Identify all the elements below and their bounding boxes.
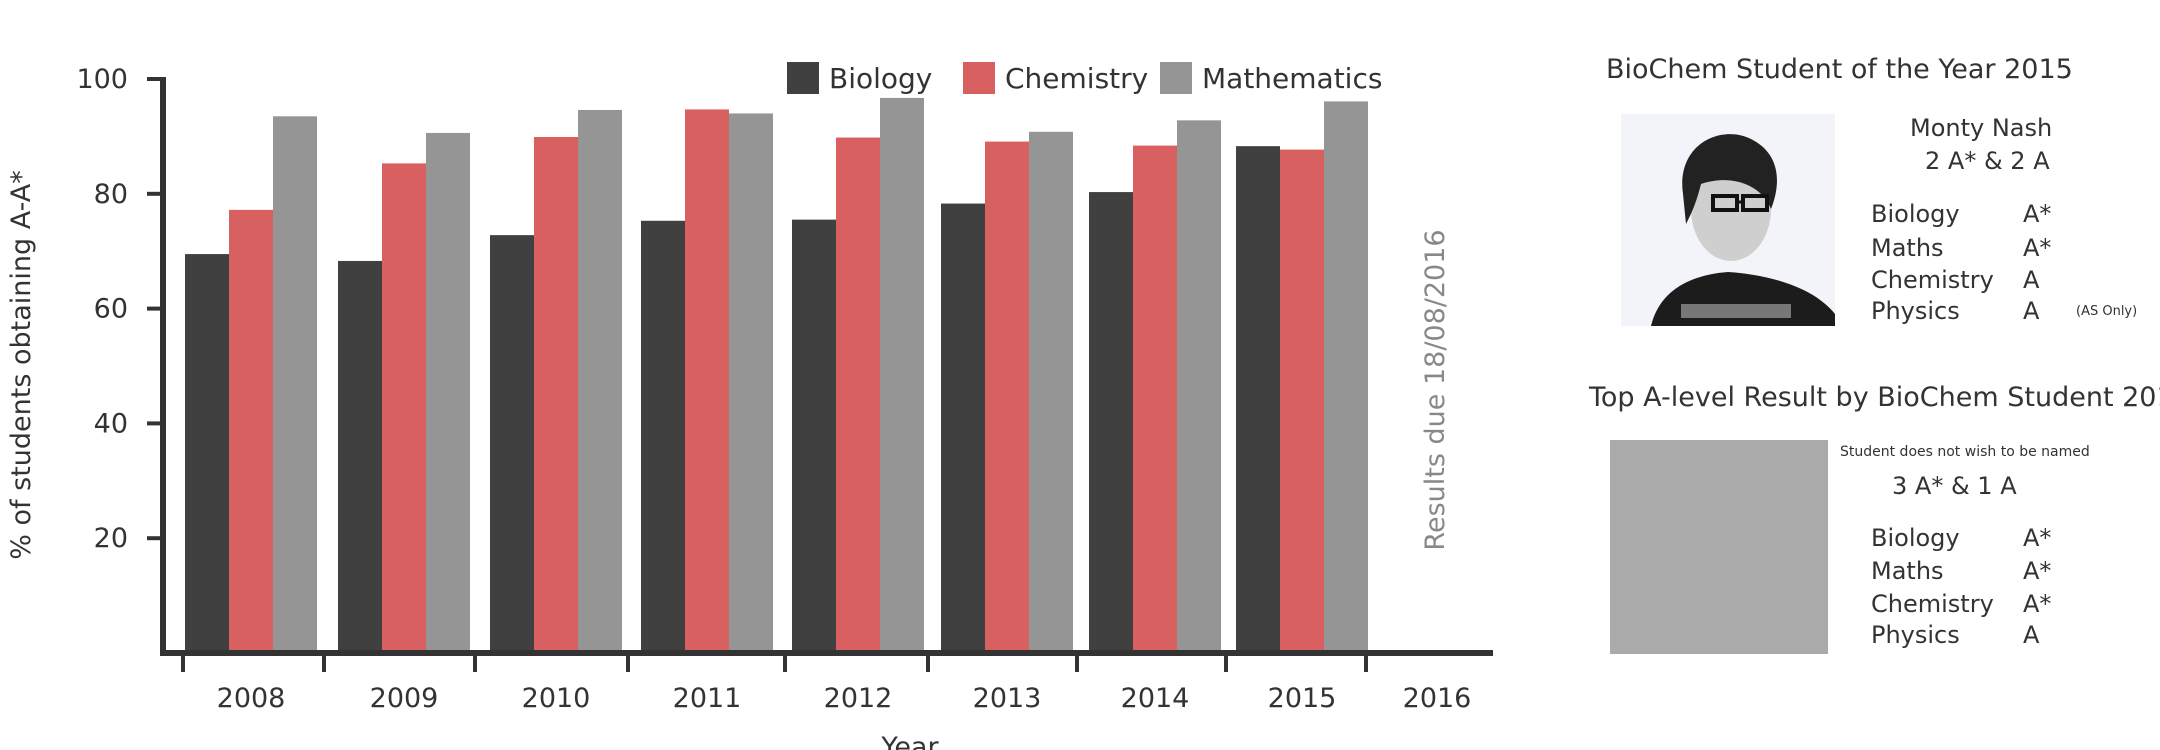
bar-biology-2015 — [1236, 146, 1280, 653]
bar-chart: 2008 2009 2010 2011 2012 2013 2014 2015 2016 20 40… — [6, 62, 1493, 750]
grade-subject: Physics — [1871, 297, 1960, 325]
legend-swatch-mathematics — [1160, 62, 1192, 94]
bar-mathematics-2010 — [578, 109, 622, 654]
bar-biology-2008 — [185, 254, 229, 653]
bar-chemistry-2013 — [985, 141, 1029, 654]
grade-value: A* — [2023, 524, 2052, 552]
bar-biology-2012 — [792, 219, 836, 653]
anonymous-note: Student does not wish to be named — [1840, 444, 2090, 460]
axes-group: 2008 2009 2010 2011 2012 2013 2014 2015 2016 20 40… — [76, 64, 1493, 714]
bar-biology-2010 — [490, 235, 534, 654]
grade-subject: Maths — [1871, 234, 1944, 262]
legend: Biology Chemistry Mathematics — [787, 62, 1382, 95]
top-result-summary: 3 A* & 1 A — [1892, 472, 2017, 500]
legend-swatch-biology — [787, 62, 819, 94]
grade-subject: Biology — [1871, 524, 1960, 552]
x-tick-label: 2012 — [824, 683, 893, 714]
x-tick-label: 2013 — [973, 683, 1042, 714]
grade-value: A* — [2023, 200, 2052, 228]
bar-chemistry-2015 — [1280, 149, 1324, 654]
bar-biology-2011 — [641, 220, 685, 653]
student-name: Monty Nash — [1910, 114, 2053, 142]
grade-subject: Biology — [1871, 200, 1960, 228]
top-result-title: Top A-level Result by BioChem Student 20… — [1589, 382, 2160, 413]
x-tick-label: 2014 — [1121, 683, 1190, 714]
bar-mathematics-2012 — [880, 97, 924, 653]
anonymous-student-placeholder — [1610, 440, 1828, 654]
bar-mathematics-2014 — [1177, 120, 1221, 653]
bar-biology-2009 — [338, 260, 382, 653]
bar-chemistry-2008 — [229, 209, 273, 653]
legend-label-biology: Biology — [829, 62, 932, 95]
x-tick-label: 2009 — [370, 683, 439, 714]
bar-mathematics-2015 — [1324, 101, 1368, 654]
grade-value: A — [2023, 266, 2040, 294]
bar-biology-2014 — [1089, 192, 1133, 653]
x-tick-label: 2015 — [1268, 683, 1337, 714]
grade-value: A* — [2023, 557, 2052, 585]
y-tick-label: 80 — [94, 179, 128, 210]
x-tick-label: 2011 — [673, 683, 742, 714]
results-due-annotation: Results due 18/08/2016 — [1420, 229, 1451, 550]
grade-value: A* — [2023, 590, 2052, 618]
bar-mathematics-2009 — [426, 132, 470, 653]
student-photo — [1621, 114, 1835, 326]
grade-value: A* — [2023, 234, 2052, 262]
student-photo-illustration — [1651, 134, 1835, 326]
bar-mathematics-2013 — [1029, 131, 1073, 654]
x-tick-label: 2016 — [1403, 683, 1472, 714]
grade-subject: Chemistry — [1871, 590, 1994, 618]
y-tick-label: 40 — [94, 408, 128, 439]
grade-note: (AS Only) — [2076, 304, 2138, 319]
bar-chemistry-2012 — [836, 137, 880, 654]
bars-group — [185, 97, 1368, 654]
bar-chemistry-2010 — [534, 136, 578, 653]
bar-chemistry-2014 — [1133, 145, 1177, 654]
y-tick-label: 100 — [76, 64, 128, 95]
legend-swatch-chemistry — [963, 62, 995, 94]
x-axis-label: Year — [880, 732, 939, 750]
bar-biology-2013 — [941, 203, 985, 654]
x-tick-label: 2010 — [522, 683, 591, 714]
bar-chemistry-2011 — [685, 109, 729, 653]
bar-mathematics-2011 — [729, 113, 773, 653]
grade-value: A — [2023, 297, 2040, 325]
y-tick-label: 20 — [94, 523, 128, 554]
x-tick-label: 2008 — [217, 683, 286, 714]
y-tick-label: 60 — [94, 294, 128, 325]
y-axis-label: % of students obtaining A-A* — [6, 170, 37, 559]
legend-label-mathematics: Mathematics — [1202, 62, 1382, 95]
student-of-year-title: BioChem Student of the Year 2015 — [1606, 54, 2073, 85]
bar-chemistry-2009 — [382, 163, 426, 654]
grade-subject: Maths — [1871, 557, 1944, 585]
bar-mathematics-2008 — [273, 116, 317, 653]
grade-value: A — [2023, 621, 2040, 649]
grade-subject: Physics — [1871, 621, 1960, 649]
grade-subject: Chemistry — [1871, 266, 1994, 294]
student-summary: 2 A* & 2 A — [1925, 147, 2050, 175]
legend-label-chemistry: Chemistry — [1005, 62, 1148, 95]
